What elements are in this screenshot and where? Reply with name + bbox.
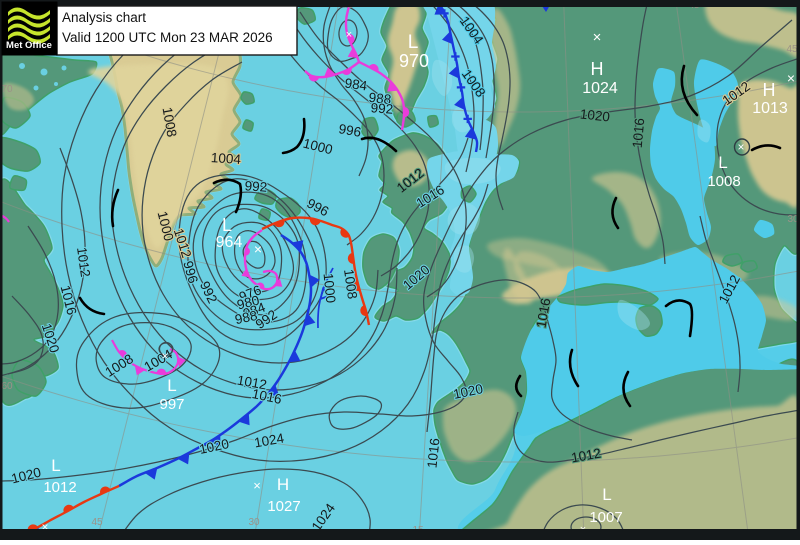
- svg-text:H: H: [277, 475, 289, 494]
- svg-text:1024: 1024: [582, 80, 618, 97]
- svg-text:45: 45: [91, 517, 103, 528]
- svg-text:L: L: [718, 153, 727, 172]
- svg-text:×: ×: [787, 70, 795, 86]
- svg-text:70: 70: [1, 84, 13, 95]
- svg-text:1020: 1020: [579, 106, 610, 124]
- svg-text:1007: 1007: [589, 509, 622, 526]
- svg-text:1016: 1016: [630, 117, 648, 148]
- svg-text:×: ×: [161, 349, 168, 363]
- svg-text:1004: 1004: [210, 150, 241, 167]
- svg-text:964: 964: [216, 234, 243, 251]
- svg-text:×: ×: [254, 241, 262, 257]
- svg-text:Met Office: Met Office: [6, 40, 52, 51]
- svg-text:1016: 1016: [424, 437, 442, 468]
- svg-text:L: L: [51, 456, 60, 475]
- svg-text:1012: 1012: [43, 479, 76, 496]
- svg-text:Analysis chart: Analysis chart: [62, 10, 146, 25]
- svg-text:×: ×: [593, 29, 602, 46]
- svg-text:H: H: [591, 59, 604, 79]
- svg-text:H: H: [763, 80, 776, 100]
- svg-text:×: ×: [737, 140, 744, 154]
- svg-text:30: 30: [248, 517, 260, 528]
- svg-text:45: 45: [786, 44, 798, 55]
- svg-text:L: L: [167, 376, 176, 395]
- svg-text:984: 984: [344, 76, 369, 94]
- svg-text:1000: 1000: [320, 272, 338, 303]
- svg-text:1027: 1027: [267, 498, 300, 515]
- svg-text:L: L: [222, 215, 232, 235]
- svg-text:1013: 1013: [752, 100, 788, 117]
- svg-text:×: ×: [346, 29, 352, 41]
- svg-text:L: L: [602, 485, 611, 504]
- svg-text:Valid 1200 UTC Mon 23 MAR 2026: Valid 1200 UTC Mon 23 MAR 2026: [62, 30, 273, 45]
- svg-text:×: ×: [253, 478, 261, 493]
- svg-text:60: 60: [1, 381, 13, 392]
- svg-text:970: 970: [399, 51, 429, 71]
- svg-text:992: 992: [244, 178, 268, 195]
- svg-text:1008: 1008: [707, 173, 740, 190]
- svg-text:992: 992: [370, 100, 394, 117]
- svg-text:997: 997: [159, 396, 184, 413]
- svg-text:L: L: [408, 32, 419, 53]
